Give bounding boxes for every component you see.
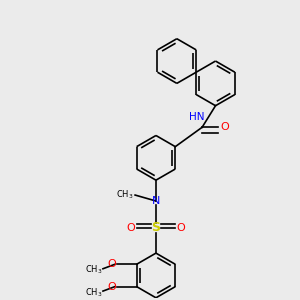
Text: CH$_3$: CH$_3$: [85, 264, 102, 277]
Text: CH$_3$: CH$_3$: [116, 189, 134, 201]
Text: S: S: [152, 221, 160, 234]
Text: HN: HN: [189, 112, 205, 122]
Text: N: N: [152, 196, 160, 206]
Text: O: O: [220, 122, 229, 132]
Text: O: O: [126, 223, 135, 233]
Text: O: O: [108, 259, 116, 269]
Text: O: O: [177, 223, 186, 233]
Text: CH$_3$: CH$_3$: [85, 286, 102, 299]
Text: O: O: [108, 282, 116, 292]
